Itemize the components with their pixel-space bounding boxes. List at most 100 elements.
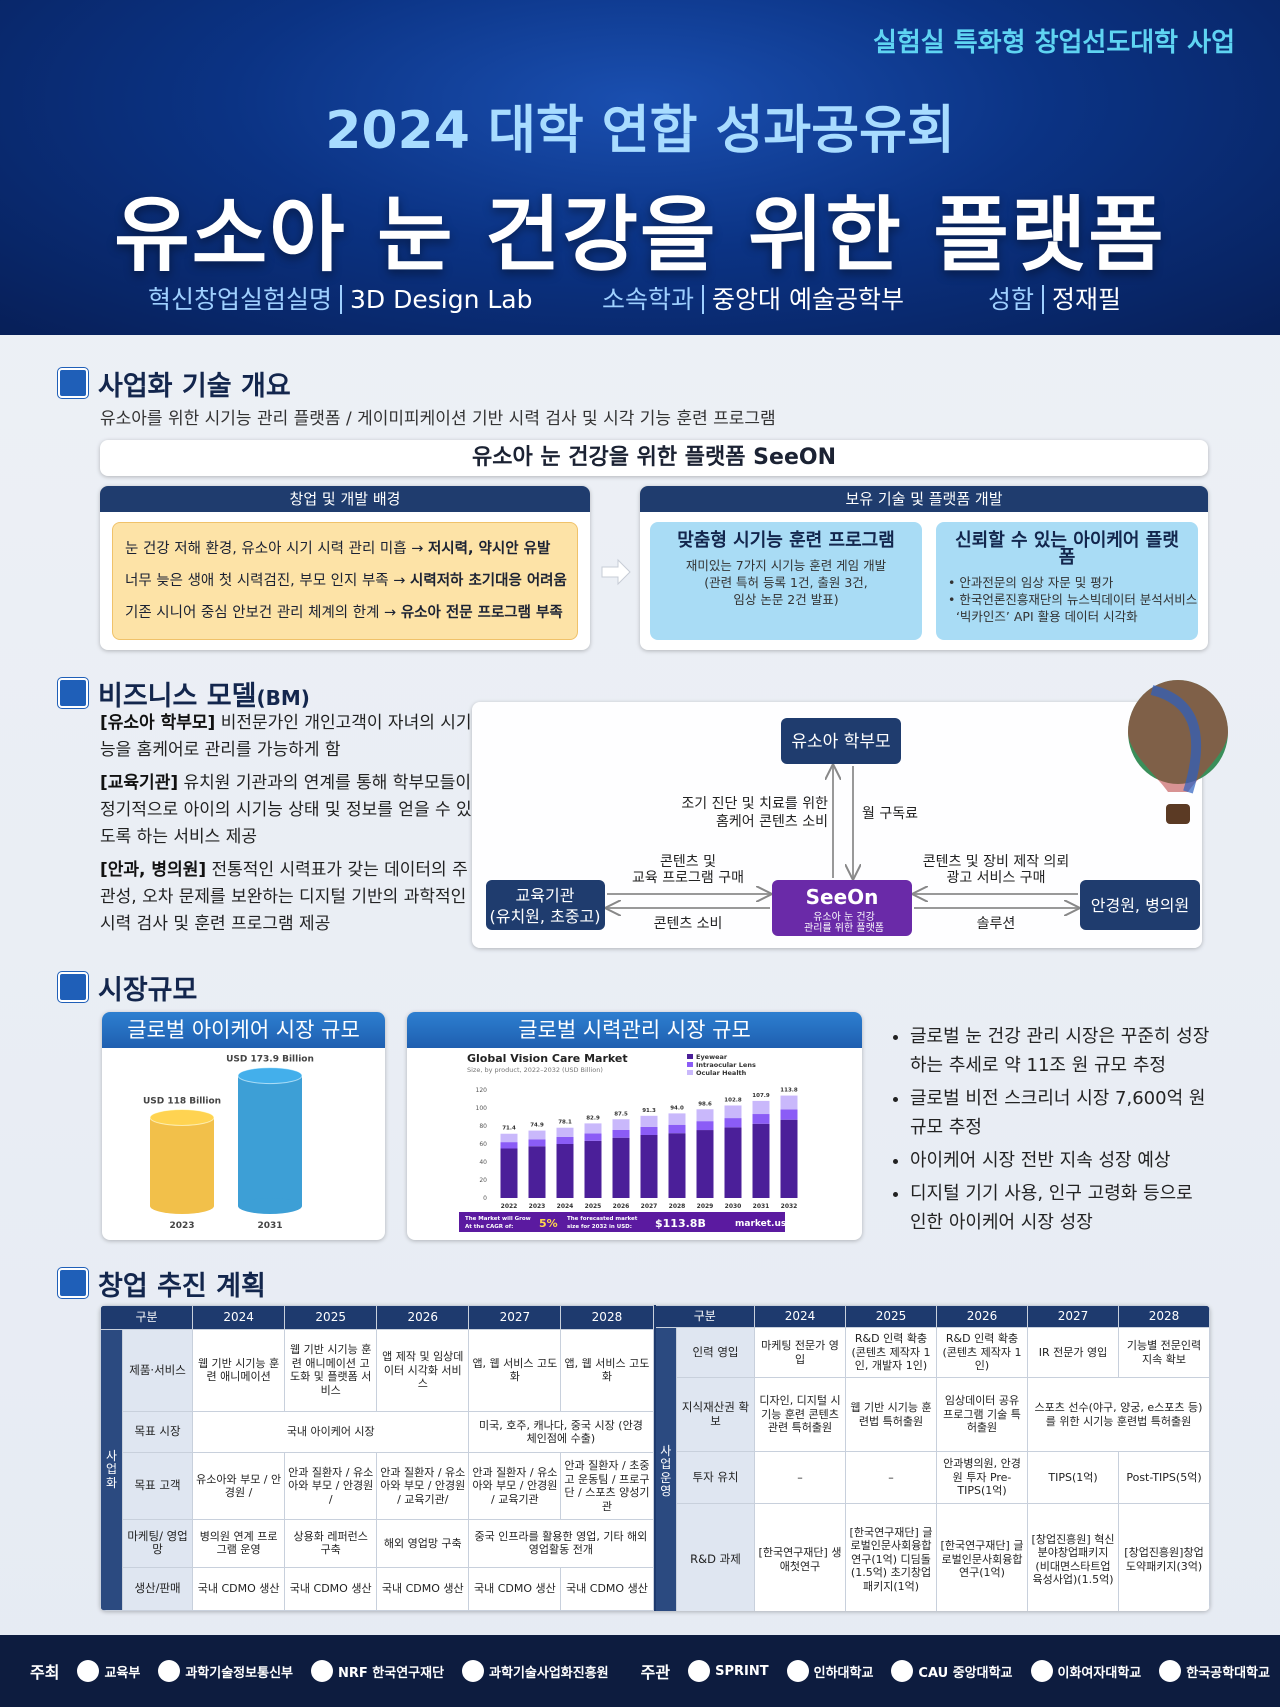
plan-row: 사업운영 인력 영입 마케팅 전문가 영입 R&D 인력 확충 (콘텐츠 제작자 1인… <box>654 1327 1210 1611</box>
x-tick-label: 2026 <box>613 1203 630 1210</box>
footer-label: 주최 <box>30 1663 60 1682</box>
header-cell: 2028 <box>1118 1305 1210 1328</box>
diagram-text: 콘텐츠 소비 <box>654 916 723 932</box>
bm-text: 비전문가인 개인고객이 자녀의 시기능을 홈케어로 관리를 가능하게 함 <box>100 713 472 760</box>
logo: 한국공학대학교 <box>1159 1660 1270 1682</box>
cylinder <box>150 1117 214 1206</box>
value-label: 78.1 <box>558 1120 572 1126</box>
chart-subtitle: Size, by product, 2022–2032 (USD Billion… <box>467 1066 603 1074</box>
line-emphasis: 유소아 전문 프로그램 부족 <box>400 605 563 621</box>
info-value: 중앙대 예술공학부 <box>702 285 904 314</box>
bar-segment <box>612 1137 630 1198</box>
box-heading: 보유 기술 및 플랫폼 개발 <box>640 486 1208 512</box>
logo-mark <box>310 1660 333 1682</box>
line-text: 기존 시니어 중심 안보건 관리 체계의 한계 → <box>125 605 401 621</box>
background-line: 너무 늦은 생애 첫 시력검진, 부모 인지 부족 → 시력저하 초기대응 어려… <box>125 565 567 597</box>
row-label: 목표 고객 <box>122 1452 194 1521</box>
card-line: • 안과전문의 임상 자문 및 평가 <box>948 575 1114 590</box>
market-heading: 글로벌 시력관리 시장 규모 <box>407 1012 862 1048</box>
row-label: R&D 과제 <box>676 1503 755 1611</box>
logo: NRF 한국연구재단 <box>310 1660 444 1682</box>
bar-segment <box>668 1133 686 1198</box>
bar-segment <box>500 1148 518 1198</box>
poster-title: 유소아 눈 건강을 위한 플랫폼 <box>114 188 1166 283</box>
background-list: 눈 건강 저해 환경, 유소아 시기 시력 관리 미흡 → 저시력, 약시안 유… <box>112 522 578 640</box>
diagram-text: 콘텐츠 및 장비 제작 의뢰 <box>923 854 1070 870</box>
row-label: 인력 영입 <box>676 1327 755 1378</box>
bullet: 디지털 기기 사용, 인구 고령화 등으로 인한 아이케어 시장 성장 <box>910 1179 1210 1237</box>
cylinder <box>238 1075 302 1206</box>
plan-cell: 국내 CDMO 생산 <box>192 1566 286 1611</box>
bullet: 글로벌 눈 건강 관리 시장은 꾸준히 성장하는 추세로 약 11조 원 규모 … <box>910 1022 1210 1080</box>
bar-segment <box>752 1123 770 1198</box>
cylinder-cap <box>237 1067 303 1085</box>
plan-row: 지식재산권 확보 디자인, 디지털 시기능 훈련 콘텐츠 관련 특허출원 웹 기반 … <box>655 1377 1210 1452</box>
plan-cell: [창업진흥원]창업도약패키지(3억) <box>1118 1503 1210 1611</box>
value-label: 82.9 <box>586 1115 600 1121</box>
diagram-text: 월 구독료 <box>862 806 918 822</box>
plan-cell: [한국연구재단] 글로벌인문사회융합연구(1억) 디딤돌(1.5억) 초기창업패… <box>845 1503 937 1611</box>
header-cell: 2027 <box>468 1305 562 1330</box>
node-platform <box>772 880 912 936</box>
x-tick-label: 2027 <box>641 1203 658 1210</box>
x-tick-label: 2029 <box>697 1203 714 1210</box>
section-title-text: 비즈니스 모델 <box>98 681 257 712</box>
info-item: 소속학과 중앙대 예술공학부 <box>602 280 904 316</box>
value-label: 71.4 <box>502 1126 516 1132</box>
plan-cell: [창업진흥원] 혁신분야창업패키지(비대면스타트업육성사업)(1.5억) <box>1027 1503 1119 1611</box>
bar-segment <box>500 1133 518 1143</box>
plan-cell: 해외 영업망 구축 <box>376 1519 470 1568</box>
diagram-text: 교육 프로그램 구매 <box>632 870 744 886</box>
bar-segment <box>556 1127 574 1137</box>
platform-bar: 유소아 눈 건강을 위한 플랫폼 SeeON <box>100 440 1208 476</box>
plan-cell: R&D 인력 확충 (콘텐츠 제작자 1인) <box>936 1327 1028 1378</box>
logo-text: 이화여자대학교 <box>1057 1665 1142 1681</box>
row-label: 마케팅/ 영업망 <box>122 1519 194 1568</box>
bm-diagram-panel: 유소아 학부모 교육기관 (유치원, 초중고) SeeOn 유소아 눈 건강 관리를 위한… <box>472 702 1202 948</box>
diagram-text: SeeOn <box>806 885 879 909</box>
plan-cell: 상용화 레퍼런스 구축 <box>284 1519 378 1568</box>
line-emphasis: 시력저하 초기대응 어려움 <box>410 573 567 589</box>
x-tick-label: 2024 <box>557 1203 574 1210</box>
value-label: USD 173.9 Billion <box>226 1055 314 1065</box>
logo-mark <box>786 1660 809 1682</box>
cylinder-base <box>150 1198 214 1214</box>
value-label: 102.8 <box>724 1097 742 1103</box>
section-icon <box>58 678 88 708</box>
bar-segment <box>528 1139 546 1147</box>
plan-table: 구분 2024 2025 2026 2027 2028 사업운영 인력 영입 마케팅 전문가 영… <box>653 1305 1210 1611</box>
section-title: 창업 추진 계획 <box>98 1271 266 1302</box>
footer-value: $113.8B <box>655 1217 706 1230</box>
bar-segment <box>584 1123 602 1134</box>
plan-cell: 안과 질환자 / 유소아와 부모 / 안경원 / 교육기관/ <box>376 1452 470 1521</box>
bm-item: [유소아 학부모] 비전문가인 개인고객이 자녀의 시기능을 홈케어로 관리를 … <box>100 710 472 764</box>
plan-cell: – <box>754 1451 846 1504</box>
header-cell: 2028 <box>560 1305 654 1330</box>
logo-mark <box>1030 1660 1053 1682</box>
diagram-text: 관리를 위한 플랫폼 <box>804 921 884 934</box>
bar-segment <box>724 1118 742 1128</box>
plan-cell: R&D 인력 확충 (콘텐츠 제작자 1인, 개발자 1인) <box>845 1327 937 1378</box>
header-cell: 2026 <box>936 1305 1028 1328</box>
plan-cell: IR 전문가 영입 <box>1027 1327 1119 1378</box>
footer: 주최 교육부 과학기술정보통신부 NRF 한국연구재단 과학기술사업화진흥원 주관 SPRI… <box>0 1635 1280 1707</box>
bm-text: 유치원 기관과의 연계를 통해 학부모들이 정기적으로 아이의 시기능 상태 및… <box>100 773 472 847</box>
logo-text: 교육부 <box>104 1665 141 1681</box>
plan-row: R&D 과제 [한국연구재단] 생애첫연구 [한국연구재단] 글로벌인문사회융합연구… <box>655 1503 1210 1611</box>
bar-segment <box>696 1121 714 1131</box>
x-tick-label: 2032 <box>781 1203 798 1210</box>
background-box: 창업 및 개발 배경 눈 건강 저해 환경, 유소아 시기 시력 관리 미흡 →… <box>100 486 590 650</box>
footer-text: size for 2032 in USD: <box>567 1224 632 1230</box>
header-cell: 2027 <box>1027 1305 1119 1328</box>
bar-segment <box>612 1119 630 1130</box>
diagram-text: 교육기관 <box>516 886 575 905</box>
bullet: 글로벌 비전 스크리너 시장 7,600억 원 규모 추정 <box>910 1084 1210 1142</box>
tech-card: 맞춤형 시기능 훈련 프로그램 재미있는 7가지 시기능 훈련 게임 개발 (관련 … <box>650 522 922 640</box>
legend-swatch <box>687 1062 693 1067</box>
bar-segment <box>724 1105 742 1119</box>
line-text: 너무 늦은 생애 첫 시력검진, 부모 인지 부족 → <box>125 573 411 589</box>
header-cell: 2025 <box>845 1305 937 1328</box>
x-tick-label: 2030 <box>725 1203 742 1210</box>
